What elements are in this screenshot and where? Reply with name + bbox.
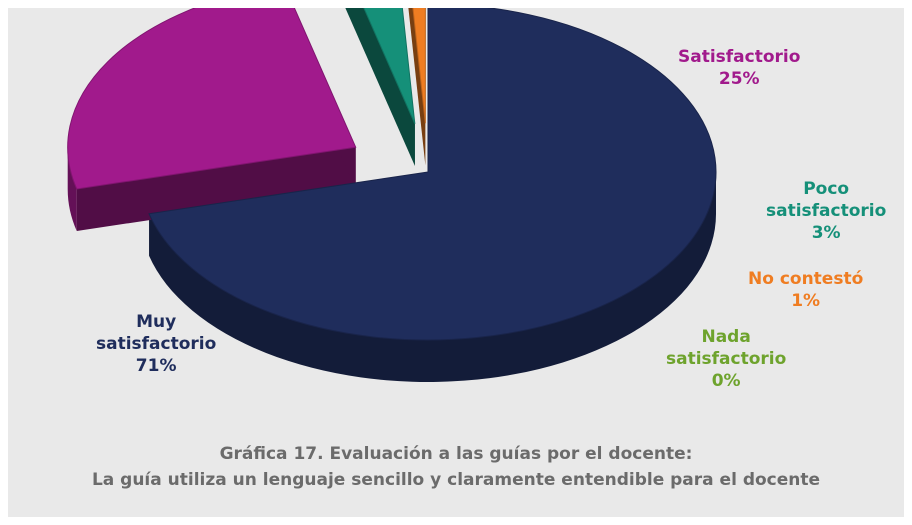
- chart-subtitle: La guía utiliza un lenguaje sencillo y c…: [91, 470, 821, 490]
- label-satisfactorio-value: 25%: [718, 69, 760, 89]
- pie-slice-no-contesto: [412, 8, 426, 124]
- pie-slice-poco-satisfactorio: [363, 8, 416, 125]
- pie-side-muy-satisfactorio: [149, 172, 717, 382]
- label-poco-satisfactorio: Poco satisfactorio 3%: [766, 178, 886, 244]
- pie-slice-muy-satisfactorio: [148, 8, 717, 341]
- label-poco-satisfactorio-line1: Poco: [803, 179, 850, 199]
- chart-title: Gráfica 17. Evaluación a las guías por e…: [219, 444, 693, 464]
- chart-panel: Muy satisfactorio 71% Satisfactorio 25% …: [8, 8, 904, 517]
- pie-cut-no-contesto-0: [408, 8, 426, 166]
- label-no-contesto-value: 1%: [791, 291, 821, 311]
- label-poco-satisfactorio-value: 3%: [811, 223, 841, 243]
- label-nada-satisfactorio: Nada satisfactorio 0%: [666, 326, 786, 392]
- label-satisfactorio-name: Satisfactorio: [678, 47, 801, 67]
- label-nada-satisfactorio-value: 0%: [711, 371, 741, 391]
- label-poco-satisfactorio-line2: satisfactorio: [766, 201, 887, 221]
- label-muy-satisfactorio-value: 71%: [135, 356, 177, 376]
- label-nada-satisfactorio-line1: Nada: [701, 327, 751, 347]
- pie-slice-satisfactorio: [67, 8, 357, 190]
- pie-cut-poco-satisfactorio-0: [345, 8, 415, 166]
- label-satisfactorio: Satisfactorio 25%: [678, 46, 800, 90]
- pie-cut-satisfactorio-0: [76, 147, 356, 231]
- pie-side-satisfactorio: [67, 147, 77, 231]
- pie-chart: [67, 8, 717, 382]
- label-no-contesto-name: No contestó: [748, 269, 864, 289]
- label-muy-satisfactorio-line2: satisfactorio: [96, 334, 217, 354]
- label-muy-satisfactorio: Muy satisfactorio 71%: [96, 311, 216, 377]
- label-muy-satisfactorio-line1: Muy: [136, 312, 177, 332]
- label-no-contesto: No contestó 1%: [748, 268, 863, 312]
- label-nada-satisfactorio-line2: satisfactorio: [666, 349, 787, 369]
